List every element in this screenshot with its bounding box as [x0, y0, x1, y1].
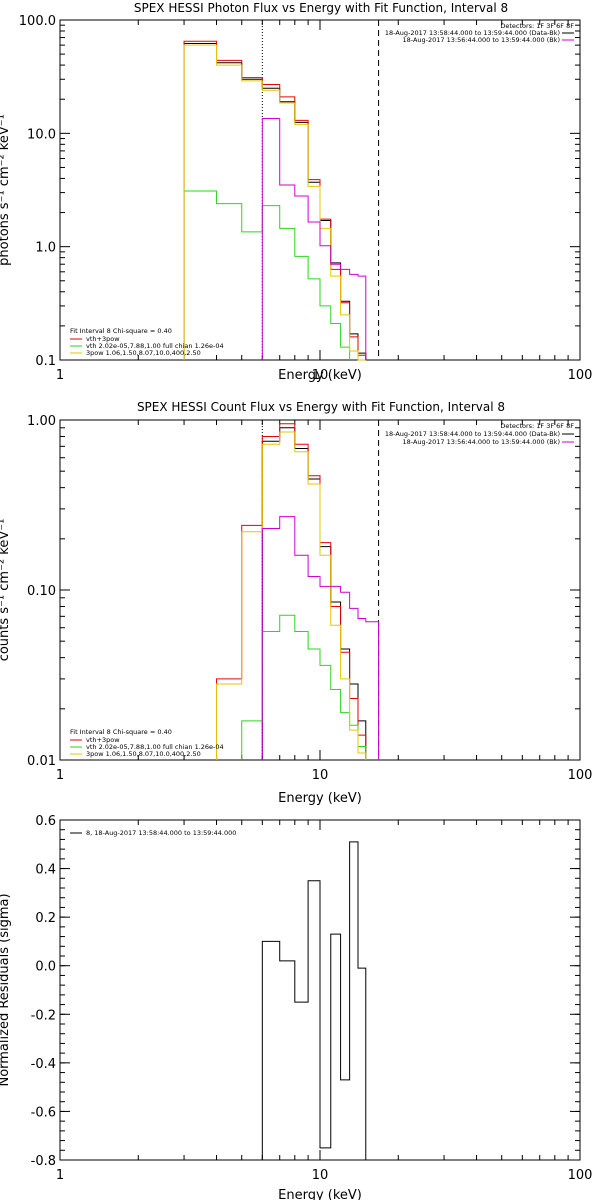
count-legend-top: Detectors: 1F 3F 6F 8F 18-Aug-2017 13:58…	[385, 422, 574, 446]
series-vth-line	[241, 614, 367, 760]
photon-fit-info: Fit Interval 8 Chi-square = 0.40	[70, 327, 172, 335]
photon-ticks: 1 10 100 0.1 1.0 10.0 100.0	[19, 14, 593, 383]
photon-legend-model: vth+3pow	[86, 335, 120, 343]
series-data-bk-line	[183, 43, 367, 360]
series-data-bk-line	[261, 427, 367, 760]
y-tick-label: 0.0	[35, 960, 56, 975]
y-tick-label: -0.4	[31, 1057, 56, 1072]
count-fit-info: Fit Interval 8 Chi-square = 0.40	[70, 728, 172, 736]
count-legend-3pow: 3pow 1.06,1.50,8.07,10.0,400,2.50	[86, 750, 201, 758]
photon-legend-detectors: Detectors: 1F 3F 6F 8F	[500, 22, 574, 30]
x-tick-label: 100	[568, 768, 593, 783]
series-bk-line	[261, 516, 380, 760]
y-tick-label: 0.2	[35, 911, 56, 926]
x-tick-label: 100	[568, 1168, 593, 1183]
count-legend-model: vth+3pow	[86, 736, 120, 744]
y-tick-label: -0.2	[31, 1008, 56, 1023]
photon-chart-title: SPEX HESSI Photon Flux vs Energy with Fi…	[134, 1, 508, 15]
y-tick-label: -0.8	[31, 1154, 56, 1169]
series-vth-line	[183, 190, 351, 360]
series-vth-3pow-line	[216, 423, 367, 760]
photon-legend-vth: vth 2.02e-05,7.88,1.00 full chian 1.26e-…	[86, 342, 224, 350]
residuals-ticks: 1 10 100 -0.8 -0.6 -0.4 -0.2 0.0 0.2 0.4 0.6	[31, 814, 593, 1183]
photon-x-label: Energy (keV)	[278, 368, 362, 383]
y-tick-label: 0.10	[27, 584, 56, 599]
series-3pow-line	[216, 431, 367, 760]
y-tick-label: 10.0	[27, 127, 56, 142]
residuals-panel: Energy (keV) Normalized Residuals (sigma…	[0, 814, 592, 1200]
x-tick-label: 1	[56, 768, 64, 783]
series-bk-line	[261, 118, 367, 360]
x-tick-label: 100	[568, 368, 593, 383]
photon-legend-top: Detectors: 1F 3F 6F 8F 18-Aug-2017 13:58…	[385, 22, 574, 44]
count-plot-frame	[59, 419, 581, 761]
residuals-y-label: Normalized Residuals (sigma)	[0, 893, 12, 1086]
count-flux-panel: SPEX HESSI Count Flux vs Energy with Fit…	[0, 400, 592, 806]
count-series	[216, 420, 380, 760]
count-legend-vth: vth 2.02e-05,7.88,1.00 full chian 1.26e-…	[86, 743, 224, 751]
count-y-label: counts s⁻¹ cm⁻² keV⁻¹	[0, 519, 12, 662]
residuals-legend: 8, 18-Aug-2017 13:58:44.000 to 13:59:44.…	[70, 829, 236, 837]
photon-legend-3pow: 3pow 1.06,1.50,8.07,10.0,400,2.50	[86, 349, 201, 357]
photon-flux-panel: SPEX HESSI Photon Flux vs Energy with Fi…	[0, 1, 592, 383]
x-tick-label: 1	[56, 1168, 64, 1183]
y-tick-label: 0.6	[35, 814, 56, 829]
count-legend-detectors: Detectors: 1F 3F 6F 8F	[500, 422, 574, 430]
y-tick-label: 0.01	[27, 754, 56, 769]
photon-legend-bottom: Fit Interval 8 Chi-square = 0.40 vth+3po…	[70, 327, 224, 357]
residuals-series	[261, 841, 367, 1160]
photon-legend-data-bk: 18-Aug-2017 13:58:44.000 to 13:59:44.000…	[385, 29, 560, 37]
photon-series	[183, 20, 380, 361]
residuals-legend-label: 8, 18-Aug-2017 13:58:44.000 to 13:59:44.…	[86, 829, 236, 837]
series-8-18-aug-2017-13-58-44-000-to-13-59-44-000-line	[261, 841, 367, 1160]
count-x-label: Energy (keV)	[278, 791, 362, 806]
count-legend-bottom: Fit Interval 8 Chi-square = 0.40 vth+3po…	[70, 728, 224, 758]
y-tick-label: 100.0	[19, 14, 56, 29]
residuals-x-label: Energy (keV)	[278, 1188, 362, 1200]
y-tick-label: 1.00	[27, 414, 56, 429]
x-tick-label: 10	[312, 368, 329, 383]
y-tick-label: -0.6	[31, 1105, 56, 1120]
count-legend-bk: 18-Aug-2017 13:56:44.000 to 13:59:44.000…	[403, 438, 560, 446]
x-tick-label: 10	[312, 1168, 329, 1183]
y-tick-label: 0.4	[35, 863, 56, 878]
photon-y-label: photons s⁻¹ cm⁻² keV⁻¹	[0, 114, 12, 266]
x-tick-label: 1	[56, 368, 64, 383]
series-vth-3pow-line	[183, 40, 367, 360]
count-legend-data-bk: 18-Aug-2017 13:58:44.000 to 13:59:44.000…	[385, 430, 560, 438]
series-3pow-line	[183, 44, 366, 361]
y-tick-label: 1.0	[35, 241, 56, 256]
y-tick-label: 0.1	[35, 354, 56, 369]
photon-legend-bk: 18-Aug-2017 13:56:44.000 to 13:59:44.000…	[403, 36, 560, 44]
count-chart-title: SPEX HESSI Count Flux vs Energy with Fit…	[137, 400, 505, 414]
x-tick-label: 10	[312, 768, 329, 783]
